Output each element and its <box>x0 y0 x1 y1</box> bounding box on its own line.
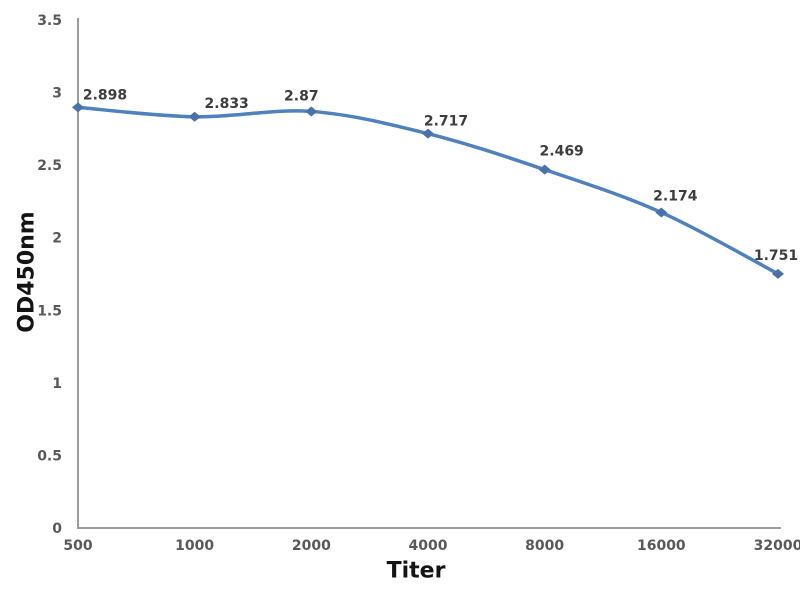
y-tick-label: 0.5 <box>37 448 62 464</box>
data-point-label: 2.87 <box>284 88 319 104</box>
data-point-marker <box>538 164 551 175</box>
data-point-marker <box>422 128 434 139</box>
x-tick-label: 2000 <box>292 538 331 554</box>
data-point-label: 2.898 <box>83 87 127 103</box>
data-point-label: 2.174 <box>653 188 698 204</box>
x-tick-label: 8000 <box>525 538 564 554</box>
data-point-marker <box>772 268 784 279</box>
data-point-label: 1.751 <box>754 248 798 264</box>
x-tick-label: 16000 <box>637 538 686 554</box>
y-tick-label: 2.5 <box>37 158 62 174</box>
data-point-label: 2.833 <box>205 96 249 112</box>
x-tick-label: 32000 <box>754 538 800 554</box>
y-tick-label: 1.5 <box>37 303 62 319</box>
data-point-marker <box>188 111 201 122</box>
data-point-label: 2.717 <box>424 114 468 130</box>
y-tick-label: 2 <box>52 231 62 247</box>
x-tick-label: 500 <box>63 538 92 554</box>
y-axis-title: OD450nm <box>14 211 40 333</box>
x-tick-label: 4000 <box>409 538 448 554</box>
data-point-marker <box>72 102 84 113</box>
data-point-label: 2.469 <box>540 144 584 160</box>
x-axis-title: Titer <box>386 558 446 584</box>
y-tick-label: 3.5 <box>37 13 62 29</box>
y-tick-label: 0 <box>52 521 62 537</box>
y-tick-label: 3 <box>52 86 62 102</box>
x-tick-label: 1000 <box>175 538 214 554</box>
data-point-marker <box>305 106 318 117</box>
data-point-marker <box>655 207 668 218</box>
y-tick-label: 1 <box>52 376 62 392</box>
